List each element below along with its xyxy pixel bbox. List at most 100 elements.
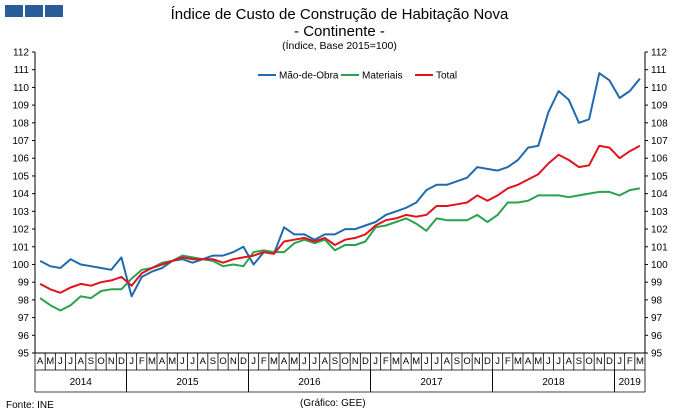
month-label: J xyxy=(546,356,551,367)
y-tick-label-right: 111 xyxy=(651,65,667,76)
y-tick-label-left: 108 xyxy=(12,118,29,129)
year-label: 2014 xyxy=(70,377,93,388)
month-label: A xyxy=(322,356,329,367)
y-tick-label-left: 102 xyxy=(12,225,29,236)
month-label: J xyxy=(68,356,73,367)
month-label: J xyxy=(129,356,134,367)
y-tick-label-left: 99 xyxy=(18,278,30,289)
y-tick-label-right: 106 xyxy=(651,154,668,165)
y-tick-label-left: 109 xyxy=(12,101,29,112)
credit-note: (Gráfico: GEE) xyxy=(300,398,366,409)
month-label: J xyxy=(556,356,561,367)
month-label: N xyxy=(352,356,359,367)
logo-block xyxy=(5,5,23,17)
month-label: M xyxy=(290,356,298,367)
logo-block xyxy=(25,5,43,17)
month-label: O xyxy=(463,356,470,367)
month-label: F xyxy=(261,356,267,367)
month-label: A xyxy=(525,356,532,367)
month-label: J xyxy=(58,356,63,367)
month-label: M xyxy=(534,356,542,367)
month-label: F xyxy=(139,356,145,367)
series-line-m-o-de-obra xyxy=(39,72,641,298)
y-tick-label-left: 111 xyxy=(14,65,30,76)
month-label: M xyxy=(270,356,278,367)
month-label: O xyxy=(219,356,226,367)
month-label: J xyxy=(302,356,307,367)
month-label: N xyxy=(474,356,481,367)
chart-note: (Índice, Base 2015=100) xyxy=(282,40,397,52)
year-label: 2015 xyxy=(176,377,199,388)
y-tick-label-right: 95 xyxy=(651,349,663,360)
month-label: M xyxy=(46,356,54,367)
y-tick-label-right: 105 xyxy=(651,171,668,182)
month-label: O xyxy=(585,356,592,367)
month-label: F xyxy=(383,356,389,367)
month-label: M xyxy=(636,356,644,367)
month-label: A xyxy=(281,356,288,367)
year-label: 2016 xyxy=(298,377,321,388)
month-label: O xyxy=(341,356,348,367)
y-tick-label-right: 103 xyxy=(651,207,668,218)
month-label: D xyxy=(362,356,369,367)
month-label: S xyxy=(576,356,582,367)
y-tick-label-left: 112 xyxy=(13,48,29,59)
month-label: N xyxy=(230,356,237,367)
y-tick-label-left: 101 xyxy=(12,242,29,253)
legend-label: Total xyxy=(436,71,457,82)
month-label: F xyxy=(627,356,633,367)
month-label: J xyxy=(373,356,378,367)
month-label: J xyxy=(180,356,185,367)
y-tick-label-left: 110 xyxy=(13,83,29,94)
y-tick-label-left: 106 xyxy=(12,154,29,165)
year-label: 2019 xyxy=(619,377,642,388)
month-label: O xyxy=(97,356,104,367)
y-tick-label-left: 100 xyxy=(12,260,29,271)
month-label: N xyxy=(108,356,115,367)
month-label: D xyxy=(484,356,491,367)
y-tick-label-right: 104 xyxy=(651,189,668,200)
year-label: 2018 xyxy=(542,377,565,388)
y-tick-label-left: 103 xyxy=(12,207,29,218)
series-line-materiais xyxy=(39,187,641,312)
series-line-total xyxy=(39,144,641,294)
y-tick-label-left: 96 xyxy=(18,331,30,342)
month-label: D xyxy=(240,356,247,367)
y-tick-label-right: 98 xyxy=(651,295,663,306)
legend-label: Materiais xyxy=(362,71,403,82)
month-label: A xyxy=(403,356,410,367)
year-label: 2017 xyxy=(420,377,443,388)
y-tick-label-right: 101 xyxy=(651,242,668,253)
y-tick-label-right: 108 xyxy=(651,118,668,129)
y-tick-label-right: 99 xyxy=(651,278,663,289)
y-tick-label-left: 98 xyxy=(18,295,30,306)
month-label: S xyxy=(332,356,338,367)
month-label: M xyxy=(412,356,420,367)
y-tick-label-left: 104 xyxy=(12,189,29,200)
month-label: S xyxy=(210,356,216,367)
logo-block xyxy=(45,5,63,17)
y-tick-label-right: 96 xyxy=(651,331,663,342)
month-label: S xyxy=(454,356,460,367)
legend-label: Mão-de-Obra xyxy=(279,71,339,82)
chart-title: Índice de Custo de Construção de Habitaç… xyxy=(170,6,509,23)
month-label: M xyxy=(168,356,176,367)
y-tick-label-right: 109 xyxy=(651,101,668,112)
month-label: A xyxy=(200,356,207,367)
month-label: J xyxy=(495,356,500,367)
month-label: A xyxy=(78,356,85,367)
y-tick-label-right: 110 xyxy=(651,83,667,94)
month-label: S xyxy=(88,356,94,367)
y-tick-label-right: 107 xyxy=(651,136,668,147)
y-tick-label-right: 97 xyxy=(651,313,663,324)
gee-logo xyxy=(5,5,63,17)
y-tick-label-left: 107 xyxy=(12,136,29,147)
month-label: J xyxy=(434,356,439,367)
month-label: J xyxy=(617,356,622,367)
month-label: N xyxy=(596,356,603,367)
y-tick-label-right: 112 xyxy=(651,48,667,59)
month-label: J xyxy=(312,356,317,367)
y-tick-label-left: 97 xyxy=(18,313,30,324)
source-note: Fonte: INE xyxy=(6,400,54,411)
